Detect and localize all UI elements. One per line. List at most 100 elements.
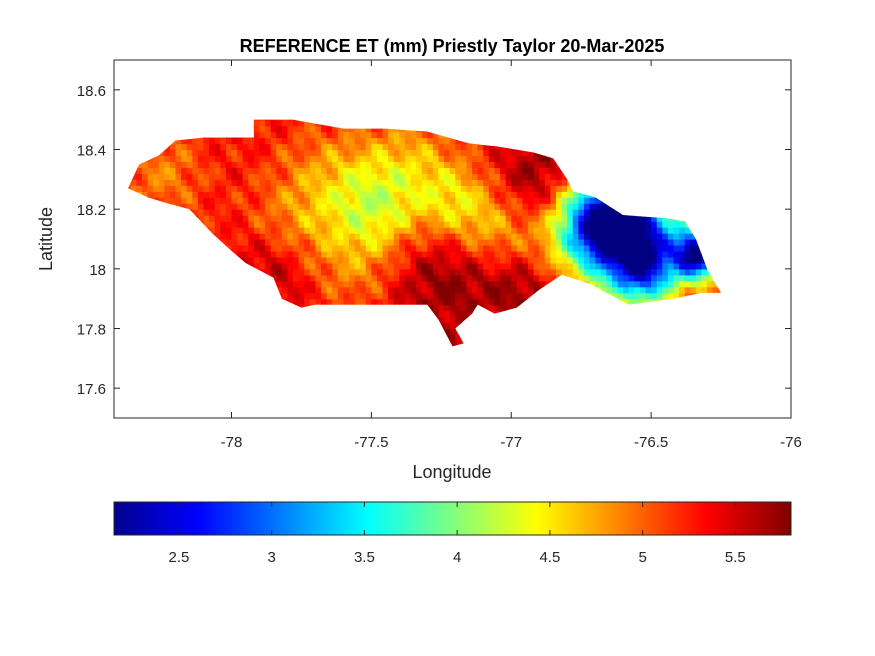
heatmap-cell	[326, 227, 333, 234]
heatmap-cell	[259, 197, 266, 204]
heatmap-cell	[141, 167, 149, 174]
heatmap-cell	[533, 227, 540, 234]
heatmap-cell	[237, 227, 244, 234]
heatmap-cell	[578, 227, 585, 234]
heatmap-cell	[432, 203, 440, 210]
heatmap-cell	[494, 221, 501, 228]
heatmap-cell	[444, 149, 451, 157]
heatmap-cell	[332, 131, 339, 139]
heatmap-cell	[500, 268, 507, 276]
heatmap-cell	[304, 298, 311, 306]
heatmap-cell	[388, 268, 395, 276]
heatmap-cell	[376, 250, 384, 258]
heatmap-cell	[639, 286, 647, 294]
heatmap-cell	[567, 256, 574, 264]
heatmap-cell	[432, 280, 440, 288]
heatmap-cell	[589, 262, 596, 270]
heatmap-cell	[365, 203, 372, 210]
heatmap-cell	[253, 137, 261, 145]
heatmap-cell	[595, 262, 602, 270]
heatmap-cell	[321, 173, 328, 180]
heatmap-cell	[421, 131, 428, 139]
heatmap-cell	[639, 233, 647, 240]
heatmap-cell	[158, 179, 165, 186]
heatmap-cell	[556, 250, 563, 258]
heatmap-cell	[438, 292, 445, 300]
heatmap-cell	[522, 274, 529, 282]
heatmap-cell	[656, 286, 663, 294]
heatmap-cell	[628, 215, 635, 222]
heatmap-cell	[315, 203, 322, 210]
heatmap-cell	[404, 179, 412, 186]
heatmap-cell	[348, 256, 356, 264]
heatmap-cell	[421, 203, 428, 210]
heatmap-cell	[421, 298, 428, 306]
heatmap-cell	[662, 256, 669, 264]
heatmap-cell	[326, 185, 333, 192]
heatmap-cell	[321, 250, 328, 258]
heatmap-cell	[259, 215, 266, 222]
heatmap-cell	[259, 209, 266, 216]
heatmap-cell	[611, 244, 619, 252]
heatmap-cell	[197, 143, 205, 151]
heatmap-cell	[460, 173, 468, 180]
heatmap-cell	[488, 298, 496, 306]
heatmap-cell	[438, 310, 445, 318]
heatmap-cell	[673, 274, 680, 282]
heatmap-cell	[371, 173, 378, 180]
heatmap-cell	[679, 274, 686, 282]
heatmap-cell	[348, 298, 356, 306]
heatmap-cell	[460, 292, 468, 300]
heatmap-cell	[511, 215, 518, 222]
heatmap-cell	[169, 173, 177, 180]
heatmap-cell	[667, 244, 675, 252]
heatmap-cell	[511, 262, 518, 270]
heatmap-cell	[589, 233, 596, 240]
heatmap-cell	[192, 155, 199, 163]
heatmap-cell	[539, 209, 546, 216]
heatmap-cell	[667, 256, 675, 264]
heatmap-cell	[253, 197, 261, 204]
heatmap-cell	[667, 221, 675, 228]
heatmap-cell	[539, 280, 546, 288]
heatmap-cell	[701, 280, 708, 288]
heatmap-cell	[522, 167, 529, 174]
heatmap-cell	[220, 185, 227, 192]
heatmap-cell	[304, 268, 311, 276]
heatmap-cell	[695, 286, 703, 294]
heatmap-cell	[321, 185, 328, 192]
heatmap-cell	[516, 179, 524, 186]
heatmap-cell	[416, 179, 423, 186]
heatmap-cell	[309, 221, 317, 228]
heatmap-cell	[309, 250, 317, 258]
heatmap-cell	[158, 149, 165, 157]
heatmap-cell	[225, 185, 233, 192]
heatmap-cell	[449, 316, 456, 324]
heatmap-cell	[528, 209, 535, 216]
heatmap-cell	[332, 274, 339, 282]
heatmap-cell	[550, 221, 557, 228]
heatmap-cell	[371, 209, 378, 216]
heatmap-cell	[348, 131, 356, 139]
heatmap-cell	[399, 161, 406, 168]
heatmap-cell	[656, 227, 663, 234]
heatmap-cell	[606, 203, 613, 210]
heatmap-cell	[606, 209, 613, 216]
heatmap-cell	[432, 149, 440, 157]
heatmap-cell	[393, 215, 400, 222]
heatmap-cell	[494, 143, 501, 151]
heatmap-cell	[248, 239, 255, 246]
heatmap-cell	[304, 143, 311, 151]
heatmap-cell	[438, 191, 445, 198]
heatmap-cell	[421, 137, 428, 145]
heatmap-cell	[427, 274, 434, 282]
heatmap-cell	[209, 203, 216, 210]
heatmap-cell	[416, 233, 423, 240]
heatmap-cell	[416, 203, 423, 210]
heatmap-cell	[287, 203, 294, 210]
heatmap-cell	[460, 274, 468, 282]
heatmap-cell	[393, 137, 400, 145]
heatmap-cell	[662, 286, 669, 294]
heatmap-cell	[522, 173, 529, 180]
heatmap-cell	[455, 179, 462, 186]
